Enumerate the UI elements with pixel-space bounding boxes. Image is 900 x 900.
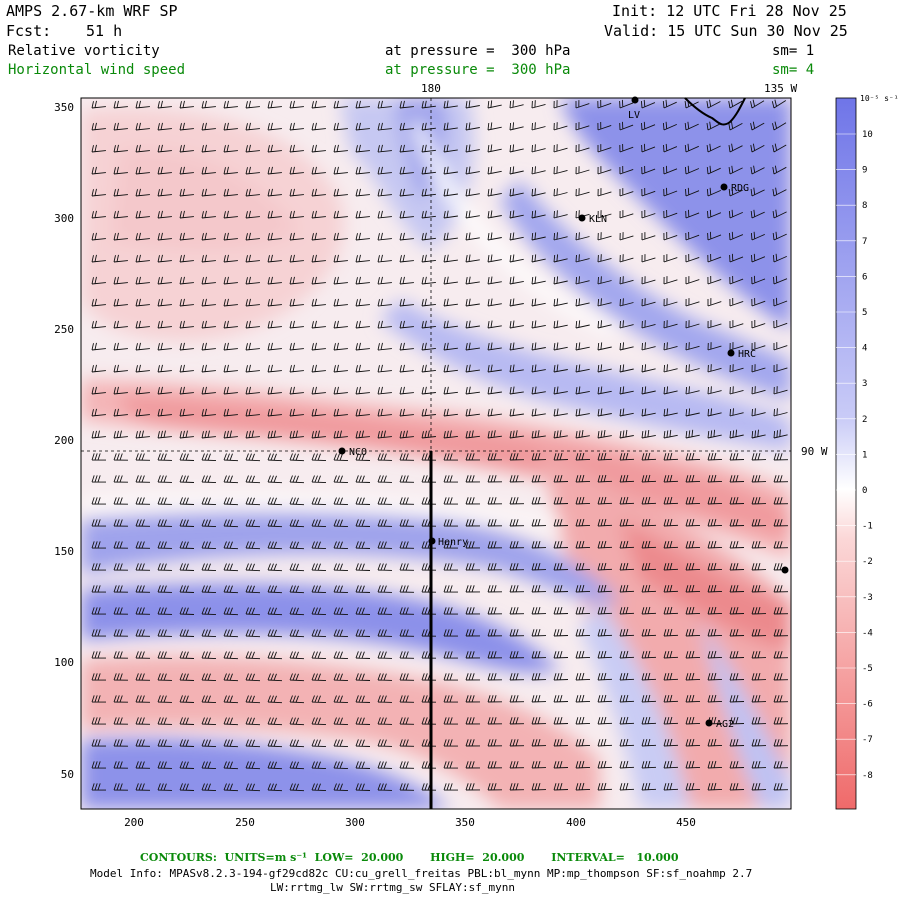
coastline	[684, 97, 746, 126]
station-henry-marker	[428, 537, 436, 545]
field2-smoothing: sm= 4	[772, 62, 815, 78]
colorbar-tick-label: 10	[862, 130, 873, 140]
field1-level: at pressure = 300 hPa	[385, 43, 571, 59]
station-ag2-marker	[705, 719, 713, 727]
meridian-135w-label: 135 W	[764, 82, 797, 95]
station-edge-marker	[781, 566, 789, 574]
model-info: Model Info: MPASv8.2.3-194-gf29cd82c CU:…	[90, 867, 753, 880]
init-time: Init: 12 UTC Fri 28 Nov 25	[612, 2, 847, 20]
x-tick-label: 450	[676, 816, 696, 829]
x-tick-label: 250	[235, 816, 255, 829]
field1-smoothing: sm= 1	[772, 43, 815, 59]
colorbar-tick-label: -2	[862, 557, 873, 567]
station-lv-marker	[631, 96, 639, 104]
field2-level: at pressure = 300 hPa	[385, 62, 571, 78]
colorbar-tick-label: 5	[862, 308, 867, 318]
x-tick-label: 300	[345, 816, 365, 829]
station-nco-marker	[338, 447, 346, 455]
field1-name: Relative vorticity	[8, 43, 160, 59]
y-tick-label: 100	[54, 656, 74, 669]
forecast-label: Fcst:	[6, 22, 52, 40]
y-tick-label: 250	[54, 323, 74, 336]
colorbar-tick-label: 0	[862, 486, 867, 496]
colorbar-tick-label: 7	[862, 237, 867, 247]
station-nco-label: NCO	[349, 447, 367, 458]
stations: LV RDG KLN HRC NCO Henry AG2	[338, 96, 789, 730]
forecast-hours: 51 h	[86, 22, 123, 40]
colorbar-tick-label: -6	[862, 700, 873, 710]
meridian-180-label: 180	[421, 82, 441, 95]
field2-name: Horizontal wind speed	[8, 62, 186, 78]
model-info-line2: LW:rrtmg_lw SW:rrtmg_sw SFLAY:sf_mynn	[270, 881, 516, 894]
colorbar-tick-label: 4	[862, 344, 867, 354]
y-tick-label: 350	[54, 101, 74, 114]
parallel-90w-label: 90 W	[801, 445, 828, 458]
station-kln-marker	[578, 214, 586, 222]
wind-barbs	[91, 99, 789, 792]
colorbar-tick-label: 2	[862, 415, 867, 425]
station-rdg-marker	[720, 183, 728, 191]
y-tick-label: 200	[54, 434, 74, 447]
valid-time: Valid: 15 UTC Sun 30 Nov 25	[604, 22, 848, 40]
station-lv-label: LV	[628, 110, 640, 121]
plot-frame	[80, 97, 792, 810]
colorbar-tick-label: 1	[862, 450, 867, 460]
colorbar-tick-label: -7	[862, 735, 873, 745]
station-ag2-label: AG2	[716, 719, 734, 730]
colorbar-tick-label: -5	[862, 664, 873, 674]
colorbar-tick-label: 8	[862, 201, 867, 211]
y-axis: 350 300 250 200 150 100 50	[54, 101, 74, 781]
station-hrc-marker	[727, 349, 735, 357]
colorbar-tick-label: 6	[862, 272, 867, 282]
vorticity-shading	[81, 98, 791, 809]
contours-info: CONTOURS: UNITS=m s⁻¹ LOW= 20.000 HIGH= …	[140, 851, 679, 864]
y-tick-label: 300	[54, 212, 74, 225]
x-tick-label: 400	[566, 816, 586, 829]
colorbar-tick-label: 9	[862, 166, 867, 176]
colorbar-tick-label: -3	[862, 593, 873, 603]
station-henry-label: Henry	[438, 537, 468, 548]
station-kln-label: KLN	[589, 214, 607, 225]
station-rdg-label: RDG	[731, 183, 749, 194]
colorbar-tick-label: -1	[862, 522, 873, 532]
colorbar-tick-label: -8	[862, 771, 873, 781]
y-tick-label: 50	[61, 768, 74, 781]
x-tick-label: 350	[455, 816, 475, 829]
x-tick-label: 200	[124, 816, 144, 829]
station-hrc-label: HRC	[738, 349, 756, 360]
colorbar-unit: 10⁻⁵ s⁻¹	[860, 94, 899, 103]
x-axis: 200 250 300 350 400 450	[124, 816, 696, 829]
y-tick-label: 150	[54, 545, 74, 558]
colorbar-tick-label: -4	[862, 628, 873, 638]
colorbar-tick-label: 3	[862, 379, 867, 389]
model-title: AMPS 2.67-km WRF SP	[6, 2, 178, 20]
